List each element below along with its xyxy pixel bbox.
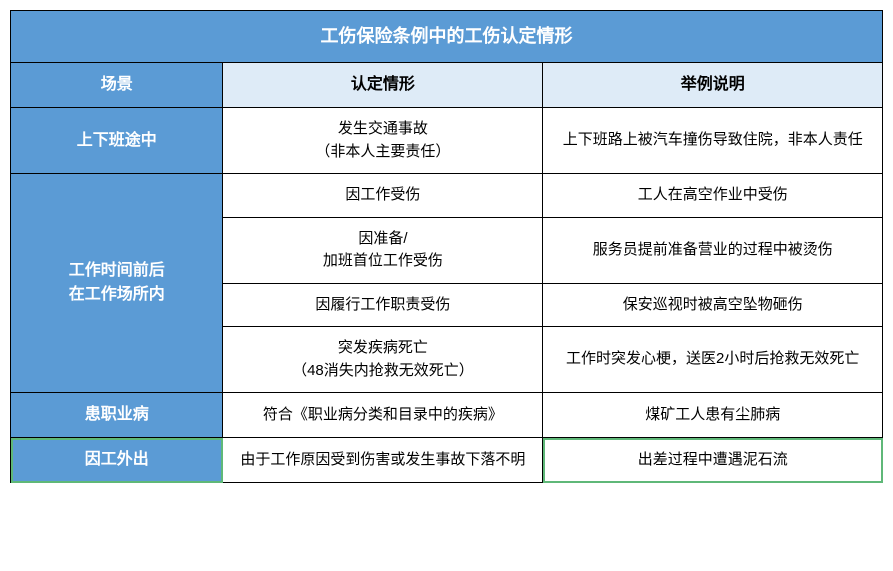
situation-cell: 因履行工作职责受伤	[223, 283, 543, 327]
situation-cell: 符合《职业病分类和目录中的疾病》	[223, 393, 543, 438]
situation-cell: 由于工作原因受到伤害或发生事故下落不明	[223, 438, 543, 483]
example-cell: 工作时突发心梗，送医2小时后抢救无效死亡	[543, 327, 883, 393]
example-cell: 服务员提前准备营业的过程中被烫伤	[543, 217, 883, 283]
work-injury-table: 工伤保险条例中的工伤认定情形 场景 认定情形 举例说明 上下班途中发生交通事故（…	[10, 10, 883, 483]
scene-cell: 因工外出	[11, 438, 223, 483]
example-cell: 工人在高空作业中受伤	[543, 174, 883, 218]
title-row: 工伤保险条例中的工伤认定情形	[11, 11, 883, 63]
table-row: 因工外出由于工作原因受到伤害或发生事故下落不明出差过程中遭遇泥石流	[11, 438, 883, 483]
table-body: 上下班途中发生交通事故（非本人主要责任）上下班路上被汽车撞伤导致住院，非本人责任…	[11, 108, 883, 483]
example-cell: 上下班路上被汽车撞伤导致住院，非本人责任	[543, 108, 883, 174]
example-cell: 保安巡视时被高空坠物砸伤	[543, 283, 883, 327]
table-row: 工作时间前后在工作场所内因工作受伤工人在高空作业中受伤	[11, 174, 883, 218]
situation-cell: 突发疾病死亡（48消失内抢救无效死亡）	[223, 327, 543, 393]
table-row: 上下班途中发生交通事故（非本人主要责任）上下班路上被汽车撞伤导致住院，非本人责任	[11, 108, 883, 174]
header-row: 场景 认定情形 举例说明	[11, 63, 883, 108]
situation-cell: 因工作受伤	[223, 174, 543, 218]
scene-cell: 患职业病	[11, 393, 223, 438]
table-row: 患职业病符合《职业病分类和目录中的疾病》煤矿工人患有尘肺病	[11, 393, 883, 438]
situation-cell: 发生交通事故（非本人主要责任）	[223, 108, 543, 174]
situation-cell: 因准备/加班首位工作受伤	[223, 217, 543, 283]
header-situation: 认定情形	[223, 63, 543, 108]
example-cell: 煤矿工人患有尘肺病	[543, 393, 883, 438]
scene-cell: 工作时间前后在工作场所内	[11, 174, 223, 393]
example-cell: 出差过程中遭遇泥石流	[543, 438, 883, 483]
header-example: 举例说明	[543, 63, 883, 108]
table-title: 工伤保险条例中的工伤认定情形	[11, 11, 883, 63]
scene-cell: 上下班途中	[11, 108, 223, 174]
header-scene: 场景	[11, 63, 223, 108]
